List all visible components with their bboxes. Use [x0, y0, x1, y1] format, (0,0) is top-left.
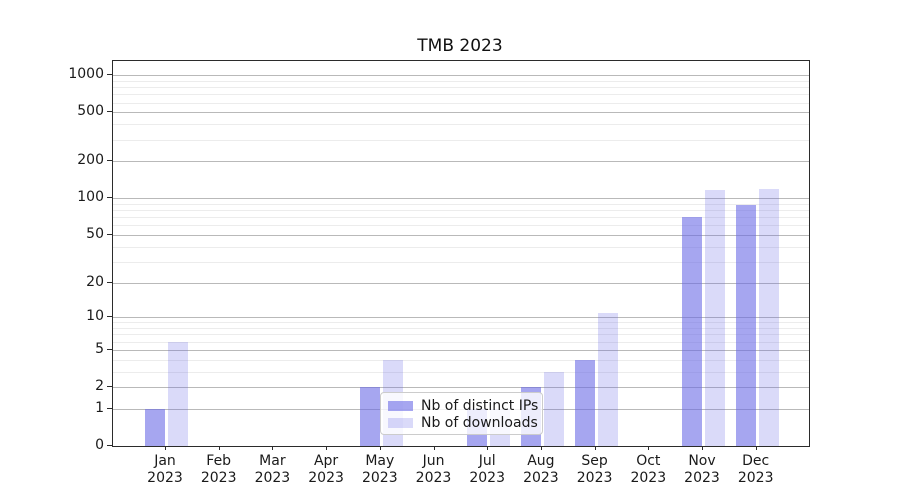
legend-swatch-downloads: [388, 418, 413, 428]
bar-distinct-ips-dec: [735, 205, 756, 446]
y-tick-50: [107, 233, 112, 235]
gridline-minor-9: [113, 322, 809, 324]
bar-downloads-jan: [168, 341, 188, 446]
gridline-minor-700: [113, 94, 809, 96]
bar-downloads-sep: [597, 312, 618, 446]
y-tick-label-2: 2: [95, 378, 104, 394]
y-tick-0: [107, 445, 112, 446]
gridline-minor-400: [113, 124, 809, 126]
gridline-major-100: [113, 198, 809, 200]
y-tick-label-20: 20: [86, 273, 104, 290]
y-tick-label-0: 0: [95, 437, 104, 453]
x-tick-oct: [648, 446, 650, 450]
x-tick-label-jun: Jun 2023: [415, 453, 452, 486]
gridline-major-200: [113, 161, 809, 163]
gridline-major-500: [113, 112, 809, 114]
gridline-minor-60: [113, 225, 809, 227]
x-tick-nov: [702, 446, 703, 450]
gridline-minor-3: [113, 371, 809, 373]
x-tick-apr: [326, 446, 328, 450]
y-tick-1: [107, 407, 112, 409]
x-tick-label-feb: Feb 2023: [200, 453, 237, 486]
x-tick-sep: [594, 446, 596, 450]
bar-distinct-ips-may: [359, 387, 380, 446]
y-tick-label-1000: 1000: [68, 66, 104, 83]
plot-area: Nb of distinct IPs Nb of downloads: [112, 60, 810, 447]
y-tick-2: [107, 386, 112, 387]
gridline-minor-90: [113, 203, 809, 205]
bar-downloads-nov: [705, 190, 725, 446]
y-tick-label-100: 100: [77, 189, 104, 206]
legend-label-distinct-ips: Nb of distinct IPs: [421, 398, 539, 414]
x-tick-aug: [540, 446, 542, 450]
bar-downloads-aug: [543, 371, 564, 446]
y-tick-label-5: 5: [95, 340, 104, 357]
x-tick-jun: [433, 446, 435, 450]
bar-distinct-ips-sep: [574, 359, 595, 446]
y-tick-label-500: 500: [77, 103, 104, 120]
x-tick-label-sep: Sep 2023: [576, 453, 613, 486]
gridline-minor-900: [113, 80, 809, 82]
gridline-minor-8: [113, 328, 809, 330]
x-tick-label-oct: Oct 2023: [630, 453, 667, 486]
legend-label-downloads: Nb of downloads: [421, 415, 538, 431]
bar-distinct-ips-nov: [682, 217, 702, 446]
gridline-minor-600: [113, 102, 809, 104]
gridline-major-50: [113, 234, 809, 236]
x-tick-feb: [218, 446, 220, 450]
y-tick-label-10: 10: [86, 308, 104, 325]
gridline-minor-80: [113, 210, 809, 212]
legend: Nb of distinct IPs Nb of downloads: [380, 392, 543, 435]
x-tick-jul: [487, 446, 489, 450]
gridline-major-2: [113, 387, 809, 388]
x-tick-label-apr: Apr 2023: [308, 453, 344, 486]
y-tick-100: [107, 197, 112, 199]
x-tick-jan: [165, 446, 166, 450]
gridline-minor-70: [113, 217, 809, 219]
gridline-minor-40: [113, 246, 809, 248]
legend-item-distinct-ips: Nb of distinct IPs: [388, 398, 542, 414]
x-tick-label-jul: Jul 2023: [469, 453, 505, 486]
y-tick-200: [107, 160, 112, 162]
x-tick-label-aug: Aug 2023: [523, 453, 559, 486]
x-tick-label-may: May 2023: [361, 453, 398, 486]
x-tick-label-dec: Dec 2023: [737, 453, 774, 486]
y-tick-5: [107, 348, 112, 350]
gridline-minor-30: [113, 261, 809, 263]
legend-swatch-distinct-ips: [388, 401, 413, 411]
y-tick-10: [107, 316, 112, 318]
x-tick-label-nov: Nov 2023: [684, 453, 720, 486]
x-tick-label-mar: Mar 2023: [254, 453, 291, 486]
y-tick-20: [107, 281, 112, 283]
gridline-major-10: [113, 317, 809, 319]
gridline-major-1000: [113, 75, 809, 77]
gridline-minor-6: [113, 341, 809, 343]
gridline-major-20: [113, 282, 809, 284]
gridline-minor-7: [113, 334, 809, 336]
gridline-minor-300: [113, 139, 809, 141]
x-tick-label-jan: Jan 2023: [147, 453, 183, 486]
gridline-minor-4: [113, 359, 809, 361]
y-tick-500: [107, 111, 112, 113]
bar-distinct-ips-jan: [145, 408, 165, 446]
gridline-major-5: [113, 349, 809, 351]
legend-item-downloads: Nb of downloads: [388, 415, 542, 431]
y-tick-label-1: 1: [95, 399, 104, 416]
y-tick-label-200: 200: [77, 152, 104, 169]
y-tick-1000: [107, 74, 112, 76]
chart-title: TMB 2023: [417, 36, 503, 56]
bar-downloads-dec: [758, 188, 779, 446]
x-tick-dec: [755, 446, 757, 450]
gridline-minor-800: [113, 87, 809, 89]
x-tick-mar: [272, 446, 274, 450]
y-tick-label-50: 50: [86, 225, 104, 242]
x-tick-may: [379, 446, 381, 450]
